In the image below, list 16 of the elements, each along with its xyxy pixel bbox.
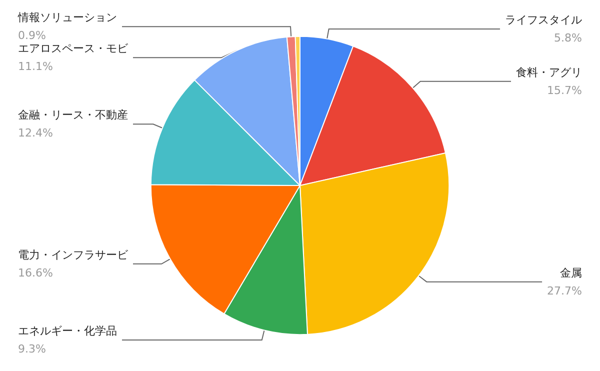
slice-label: 金融・リース・不動産 xyxy=(18,108,128,122)
data-label: 27.7% xyxy=(547,284,582,298)
slice-label: エネルギー・化学品 xyxy=(18,324,117,338)
data-label: 11.1% xyxy=(18,60,53,74)
data-label: 12.4% xyxy=(18,126,53,140)
slice-label: 食料・アグリ xyxy=(516,66,582,79)
data-label: 16.6% xyxy=(18,266,53,280)
data-label: 0.9% xyxy=(18,29,46,42)
slice-label: エアロスペース・モビ xyxy=(18,42,129,56)
data-label: 15.7% xyxy=(547,84,582,97)
data-label: 5.8% xyxy=(554,32,582,45)
data-label: 9.3% xyxy=(18,342,46,356)
slice-label: 情報ソリューション xyxy=(17,11,117,24)
slice-label: 金属 xyxy=(560,266,582,280)
slice-label: 電力・インフラサービ xyxy=(18,248,129,262)
slice-label: ライフスタイル xyxy=(505,14,582,27)
